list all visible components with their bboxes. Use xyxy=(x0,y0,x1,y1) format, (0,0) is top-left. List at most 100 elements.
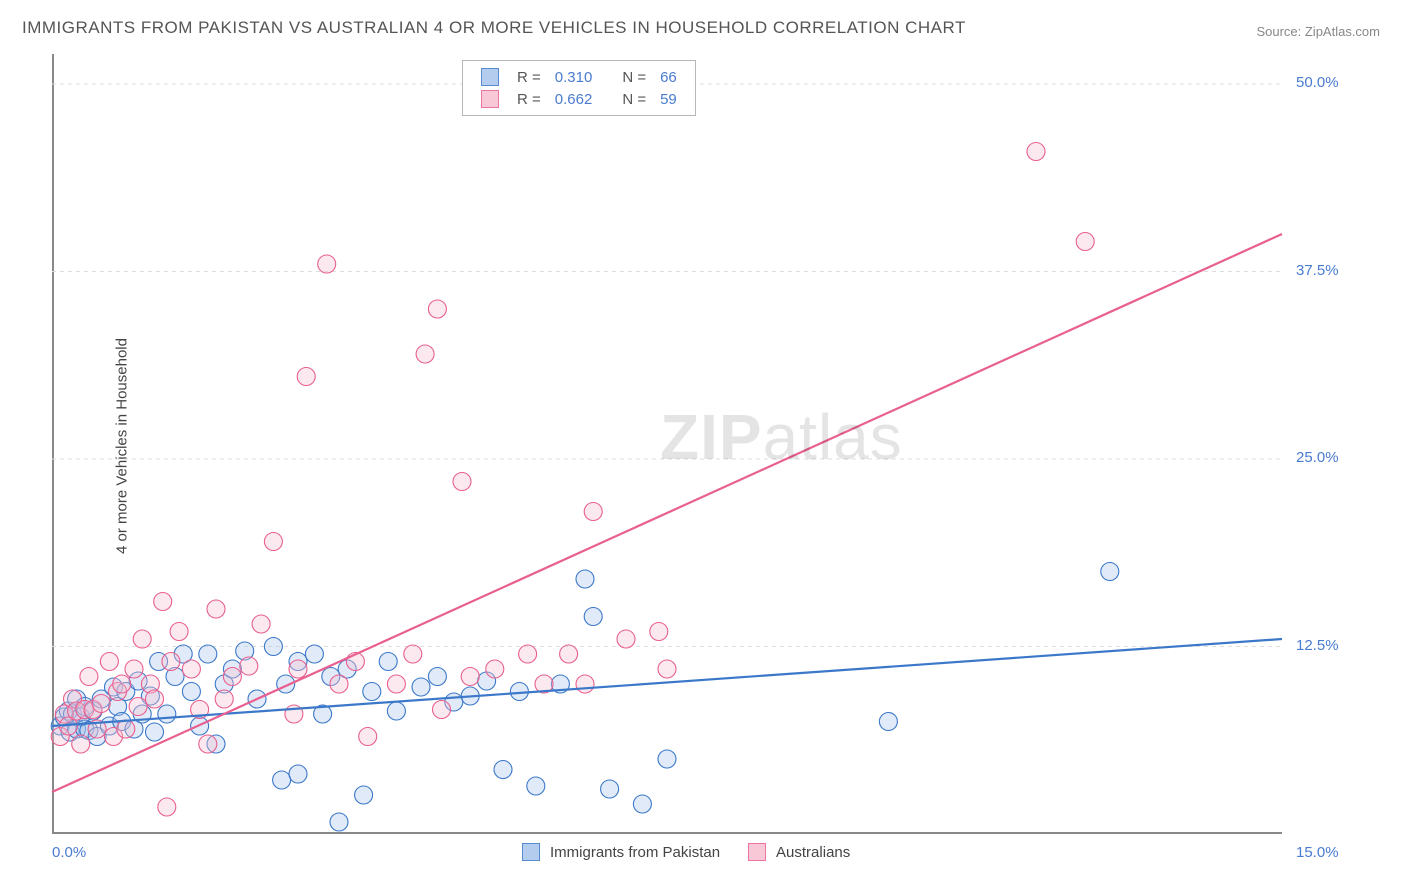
source-name: ZipAtlas.com xyxy=(1305,24,1380,39)
n-label: N = xyxy=(616,67,652,87)
australians-point xyxy=(416,345,434,363)
australians-point xyxy=(129,698,147,716)
legend-table: R = 0.310 N = 66 R = 0.662 N = 59 xyxy=(473,65,685,111)
pakistan-point xyxy=(601,780,619,798)
australians-point xyxy=(658,660,676,678)
pakistan-point xyxy=(305,645,323,663)
australians-point xyxy=(318,255,336,273)
australians-point xyxy=(359,728,377,746)
pakistan-point xyxy=(1101,563,1119,581)
legend-item-pakistan: Immigrants from Pakistan xyxy=(522,843,720,861)
australians-point xyxy=(387,675,405,693)
australians-point xyxy=(617,630,635,648)
australians-point xyxy=(113,675,131,693)
australians-point xyxy=(576,675,594,693)
australians-point xyxy=(125,660,143,678)
australians-point xyxy=(133,630,151,648)
pakistan-point xyxy=(182,683,200,701)
australians-point xyxy=(223,668,241,686)
australians-point xyxy=(207,600,225,618)
australians-point xyxy=(519,645,537,663)
pakistan-point xyxy=(273,771,291,789)
source-attribution: Source: ZipAtlas.com xyxy=(1256,24,1380,39)
pakistan-point xyxy=(355,786,373,804)
australians-point xyxy=(584,503,602,521)
australians-point xyxy=(433,701,451,719)
n-label: N = xyxy=(616,89,652,109)
pakistan-point xyxy=(363,683,381,701)
y-tick-label: 12.5% xyxy=(1296,637,1339,654)
n-value: 59 xyxy=(654,89,683,109)
australians-point xyxy=(72,735,90,753)
legend-row-pakistan: R = 0.310 N = 66 xyxy=(475,67,683,87)
r-value: 0.662 xyxy=(549,89,599,109)
scatter-plot xyxy=(52,54,1282,834)
pakistan-point xyxy=(289,765,307,783)
australians-point xyxy=(215,690,233,708)
australians-trendline xyxy=(52,234,1282,792)
australians-point xyxy=(117,720,135,738)
australians-point xyxy=(100,653,118,671)
australians-point xyxy=(158,798,176,816)
pakistan-point xyxy=(428,668,446,686)
australians-point xyxy=(428,300,446,318)
series-legend: Immigrants from Pakistan Australians xyxy=(522,843,850,861)
australians-point xyxy=(264,533,282,551)
r-label: R = xyxy=(511,89,547,109)
australians-point xyxy=(199,735,217,753)
legend-swatch-pakistan xyxy=(481,68,499,86)
australians-point xyxy=(297,368,315,386)
australians-point xyxy=(154,593,172,611)
n-value: 66 xyxy=(654,67,683,87)
australians-point xyxy=(252,615,270,633)
legend-row-australians: R = 0.662 N = 59 xyxy=(475,89,683,109)
legend-swatch-pakistan xyxy=(522,843,540,861)
y-tick-label: 25.0% xyxy=(1296,449,1339,466)
pakistan-point xyxy=(146,723,164,741)
legend-label: Australians xyxy=(776,844,850,861)
r-value: 0.310 xyxy=(549,67,599,87)
pakistan-point xyxy=(330,813,348,831)
y-tick-label: 37.5% xyxy=(1296,262,1339,279)
australians-point xyxy=(453,473,471,491)
chart-title: IMMIGRANTS FROM PAKISTAN VS AUSTRALIAN 4… xyxy=(22,18,966,38)
legend-swatch-australians xyxy=(481,90,499,108)
australians-point xyxy=(80,668,98,686)
pakistan-point xyxy=(387,702,405,720)
pakistan-point xyxy=(264,638,282,656)
pakistan-point xyxy=(633,795,651,813)
pakistan-point xyxy=(199,645,217,663)
pakistan-point xyxy=(584,608,602,626)
x-tick-label: 0.0% xyxy=(52,844,86,861)
pakistan-point xyxy=(379,653,397,671)
pakistan-point xyxy=(879,713,897,731)
australians-point xyxy=(330,675,348,693)
australians-point xyxy=(650,623,668,641)
australians-point xyxy=(404,645,422,663)
pakistan-point xyxy=(412,678,430,696)
correlation-legend: R = 0.310 N = 66 R = 0.662 N = 59 xyxy=(462,60,696,116)
legend-label: Immigrants from Pakistan xyxy=(550,844,720,861)
australians-point xyxy=(182,660,200,678)
y-tick-label: 50.0% xyxy=(1296,74,1339,91)
source-prefix: Source: xyxy=(1256,24,1304,39)
pakistan-point xyxy=(494,761,512,779)
pakistan-point xyxy=(576,570,594,588)
australians-point xyxy=(461,668,479,686)
chart-container: IMMIGRANTS FROM PAKISTAN VS AUSTRALIAN 4… xyxy=(0,0,1406,892)
x-tick-label: 15.0% xyxy=(1296,844,1339,861)
legend-item-australians: Australians xyxy=(748,843,850,861)
australians-point xyxy=(240,657,258,675)
australians-point xyxy=(146,690,164,708)
legend-swatch-australians xyxy=(748,843,766,861)
r-label: R = xyxy=(511,67,547,87)
australians-point xyxy=(1027,143,1045,161)
australians-point xyxy=(162,653,180,671)
australians-point xyxy=(486,660,504,678)
australians-point xyxy=(560,645,578,663)
pakistan-point xyxy=(527,777,545,795)
pakistan-point xyxy=(158,705,176,723)
australians-point xyxy=(289,660,307,678)
pakistan-point xyxy=(658,750,676,768)
australians-point xyxy=(92,695,110,713)
